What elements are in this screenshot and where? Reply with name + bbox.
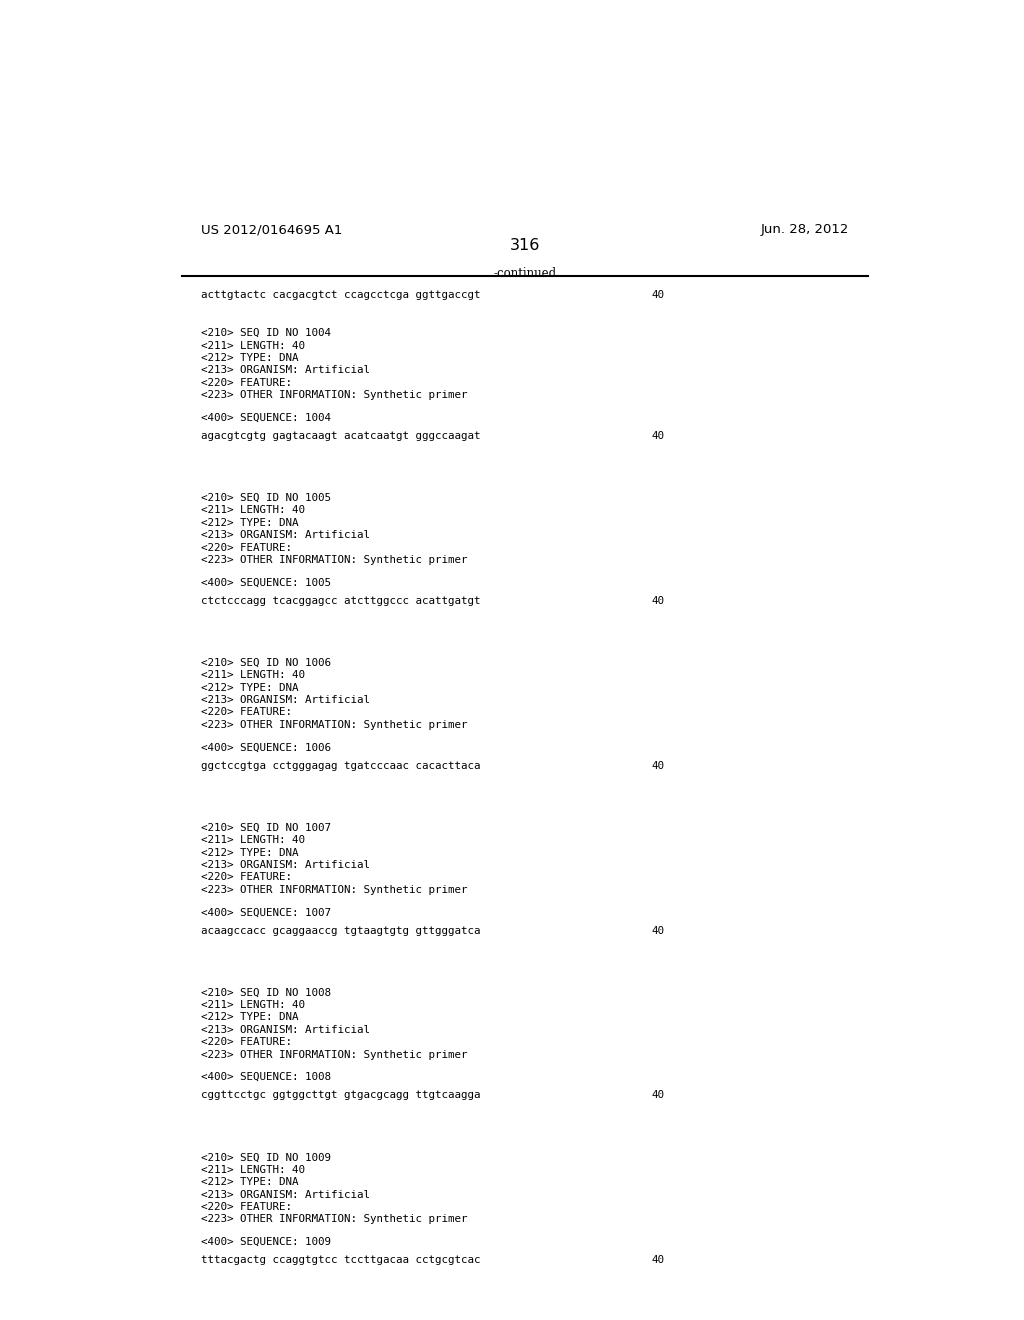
Text: <211> LENGTH: 40: <211> LENGTH: 40 — [201, 1001, 305, 1010]
Text: <210> SEQ ID NO 1008: <210> SEQ ID NO 1008 — [201, 987, 331, 998]
Text: <212> TYPE: DNA: <212> TYPE: DNA — [201, 1177, 299, 1187]
Text: 40: 40 — [652, 925, 665, 936]
Text: 40: 40 — [652, 760, 665, 771]
Text: <220> FEATURE:: <220> FEATURE: — [201, 1203, 292, 1212]
Text: <211> LENGTH: 40: <211> LENGTH: 40 — [201, 341, 305, 351]
Text: <212> TYPE: DNA: <212> TYPE: DNA — [201, 847, 299, 858]
Text: <211> LENGTH: 40: <211> LENGTH: 40 — [201, 506, 305, 515]
Text: <211> LENGTH: 40: <211> LENGTH: 40 — [201, 836, 305, 845]
Text: <220> FEATURE:: <220> FEATURE: — [201, 543, 292, 553]
Text: <220> FEATURE:: <220> FEATURE: — [201, 378, 292, 388]
Text: <220> FEATURE:: <220> FEATURE: — [201, 873, 292, 882]
Text: <213> ORGANISM: Artificial: <213> ORGANISM: Artificial — [201, 1024, 370, 1035]
Text: 40: 40 — [652, 595, 665, 606]
Text: 40: 40 — [652, 1090, 665, 1101]
Text: acaagccacc gcaggaaccg tgtaagtgtg gttgggatca: acaagccacc gcaggaaccg tgtaagtgtg gttggga… — [201, 925, 480, 936]
Text: <220> FEATURE:: <220> FEATURE: — [201, 708, 292, 718]
Text: <223> OTHER INFORMATION: Synthetic primer: <223> OTHER INFORMATION: Synthetic prime… — [201, 884, 468, 895]
Text: <212> TYPE: DNA: <212> TYPE: DNA — [201, 352, 299, 363]
Text: <223> OTHER INFORMATION: Synthetic primer: <223> OTHER INFORMATION: Synthetic prime… — [201, 554, 468, 565]
Text: <210> SEQ ID NO 1004: <210> SEQ ID NO 1004 — [201, 329, 331, 338]
Text: 316: 316 — [510, 238, 540, 252]
Text: <223> OTHER INFORMATION: Synthetic primer: <223> OTHER INFORMATION: Synthetic prime… — [201, 391, 468, 400]
Text: <210> SEQ ID NO 1009: <210> SEQ ID NO 1009 — [201, 1152, 331, 1163]
Text: <220> FEATURE:: <220> FEATURE: — [201, 1038, 292, 1047]
Text: <213> ORGANISM: Artificial: <213> ORGANISM: Artificial — [201, 531, 370, 540]
Text: ggctccgtga cctgggagag tgatcccaac cacacttaca: ggctccgtga cctgggagag tgatcccaac cacactt… — [201, 760, 480, 771]
Text: <211> LENGTH: 40: <211> LENGTH: 40 — [201, 1164, 305, 1175]
Text: <210> SEQ ID NO 1007: <210> SEQ ID NO 1007 — [201, 822, 331, 833]
Text: 40: 40 — [652, 1255, 665, 1266]
Text: agacgtcgtg gagtacaagt acatcaatgt gggccaagat: agacgtcgtg gagtacaagt acatcaatgt gggccaa… — [201, 432, 480, 441]
Text: <400> SEQUENCE: 1004: <400> SEQUENCE: 1004 — [201, 413, 331, 422]
Text: <212> TYPE: DNA: <212> TYPE: DNA — [201, 1012, 299, 1023]
Text: <213> ORGANISM: Artificial: <213> ORGANISM: Artificial — [201, 1189, 370, 1200]
Text: 40: 40 — [652, 289, 665, 300]
Text: -continued: -continued — [494, 267, 556, 280]
Text: <223> OTHER INFORMATION: Synthetic primer: <223> OTHER INFORMATION: Synthetic prime… — [201, 1214, 468, 1225]
Text: <223> OTHER INFORMATION: Synthetic primer: <223> OTHER INFORMATION: Synthetic prime… — [201, 719, 468, 730]
Text: <400> SEQUENCE: 1007: <400> SEQUENCE: 1007 — [201, 907, 331, 917]
Text: <213> ORGANISM: Artificial: <213> ORGANISM: Artificial — [201, 859, 370, 870]
Text: <210> SEQ ID NO 1005: <210> SEQ ID NO 1005 — [201, 492, 331, 503]
Text: cggttcctgc ggtggcttgt gtgacgcagg ttgtcaagga: cggttcctgc ggtggcttgt gtgacgcagg ttgtcaa… — [201, 1090, 480, 1101]
Text: <400> SEQUENCE: 1006: <400> SEQUENCE: 1006 — [201, 742, 331, 752]
Text: <213> ORGANISM: Artificial: <213> ORGANISM: Artificial — [201, 366, 370, 375]
Text: <212> TYPE: DNA: <212> TYPE: DNA — [201, 682, 299, 693]
Text: <210> SEQ ID NO 1006: <210> SEQ ID NO 1006 — [201, 657, 331, 668]
Text: <400> SEQUENCE: 1009: <400> SEQUENCE: 1009 — [201, 1237, 331, 1247]
Text: <400> SEQUENCE: 1005: <400> SEQUENCE: 1005 — [201, 578, 331, 587]
Text: acttgtactc cacgacgtct ccagcctcga ggttgaccgt: acttgtactc cacgacgtct ccagcctcga ggttgac… — [201, 289, 480, 300]
Text: 40: 40 — [652, 432, 665, 441]
Text: <211> LENGTH: 40: <211> LENGTH: 40 — [201, 671, 305, 680]
Text: tttacgactg ccaggtgtcc tccttgacaa cctgcgtcac: tttacgactg ccaggtgtcc tccttgacaa cctgcgt… — [201, 1255, 480, 1266]
Text: Jun. 28, 2012: Jun. 28, 2012 — [760, 223, 849, 236]
Text: ctctcccagg tcacggagcc atcttggccc acattgatgt: ctctcccagg tcacggagcc atcttggccc acattga… — [201, 595, 480, 606]
Text: <223> OTHER INFORMATION: Synthetic primer: <223> OTHER INFORMATION: Synthetic prime… — [201, 1049, 468, 1060]
Text: <213> ORGANISM: Artificial: <213> ORGANISM: Artificial — [201, 696, 370, 705]
Text: <400> SEQUENCE: 1008: <400> SEQUENCE: 1008 — [201, 1072, 331, 1082]
Text: US 2012/0164695 A1: US 2012/0164695 A1 — [201, 223, 342, 236]
Text: <212> TYPE: DNA: <212> TYPE: DNA — [201, 517, 299, 528]
